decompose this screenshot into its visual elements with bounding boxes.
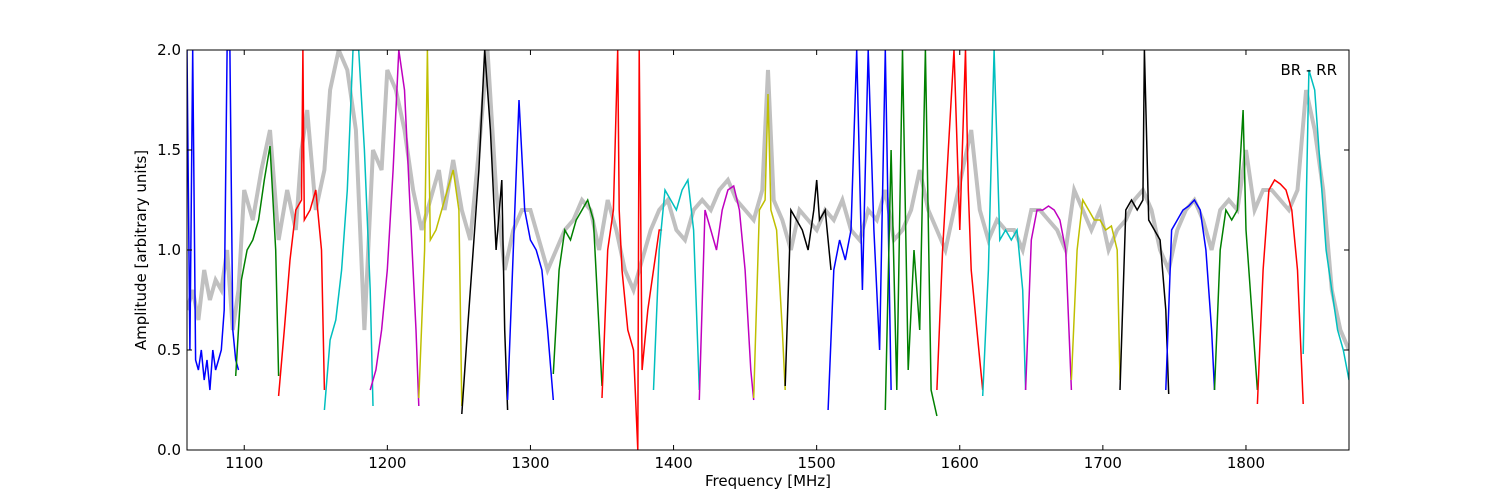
series-line-3 [277, 50, 326, 397]
series-line-5 [369, 50, 420, 407]
series-line-8 [506, 99, 555, 401]
series-line-16 [884, 50, 938, 417]
series-line-12 [698, 184, 755, 401]
x-tick-label: 1400 [654, 454, 692, 472]
series-line-19 [1024, 205, 1073, 391]
y-axis-ticks: 0.0 0.5 1.0 1.5 2.0 [157, 41, 1349, 459]
x-tick-label: 1500 [798, 454, 836, 472]
series-line-13 [752, 93, 786, 399]
y-axis-label: Amplitude [arbitrary units] [132, 150, 150, 350]
series-line-22 [1165, 198, 1216, 391]
series-line-14 [784, 179, 832, 387]
series-line-15 [827, 50, 892, 411]
y-tick-label: 2.0 [157, 41, 181, 59]
x-tick-label: 1700 [1084, 454, 1122, 472]
x-tick-label: 1600 [941, 454, 979, 472]
series-line-25 [1302, 69, 1349, 381]
series-line-20 [1070, 197, 1121, 381]
series-line-1 [187, 50, 240, 391]
series-line-17 [936, 50, 984, 391]
series-line-10 [601, 50, 663, 450]
y-tick-label: 0.0 [157, 441, 181, 459]
series-line-9 [552, 198, 603, 387]
series-line-18 [981, 50, 1027, 397]
y-tick-label: 1.0 [157, 241, 181, 259]
x-tick-label: 1200 [368, 454, 406, 472]
panel-annotation: BR - RR [1280, 61, 1337, 79]
series-line-6 [418, 50, 463, 407]
x-tick-label: 1800 [1227, 454, 1265, 472]
series-line-11 [652, 177, 701, 391]
x-axis-ticks: 1100 1200 1300 1400 1500 1600 1700 1800 [225, 50, 1265, 472]
series-line-4 [323, 50, 374, 411]
series-line-2 [234, 145, 280, 377]
x-tick-label: 1100 [225, 454, 263, 472]
series-group [187, 50, 1349, 450]
series-line-7 [461, 50, 509, 415]
y-tick-label: 0.5 [157, 341, 181, 359]
series-line-24 [1256, 178, 1304, 405]
series-line-21 [1119, 50, 1170, 395]
series-line-23 [1213, 109, 1259, 391]
y-tick-label: 1.5 [157, 141, 181, 159]
x-tick-label: 1300 [511, 454, 549, 472]
x-axis-label: Frequency [MHz] [705, 472, 831, 490]
